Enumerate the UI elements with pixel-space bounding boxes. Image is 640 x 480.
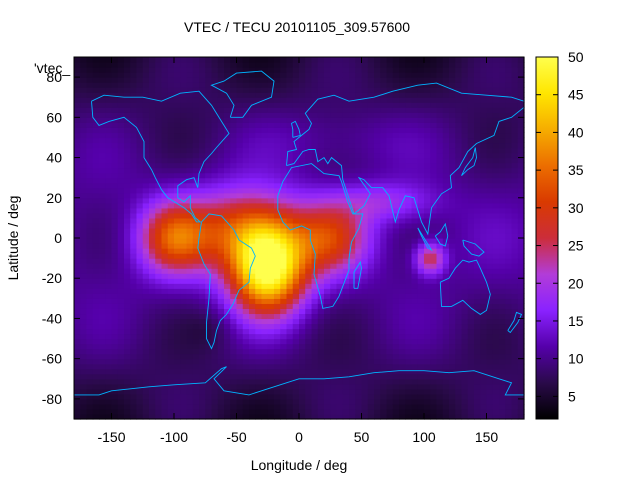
coastline-path <box>434 222 449 247</box>
colorbar <box>535 56 559 420</box>
colorbar-ticks: 5 10 15 20 25 30 35 40 45 50 <box>536 49 584 404</box>
coastline-path <box>277 163 364 309</box>
y-tick-label: -80 <box>42 391 62 407</box>
colorbar-tick-label: 30 <box>568 200 584 216</box>
coastline-path <box>353 260 362 289</box>
y-tick-label: 0 <box>54 230 62 246</box>
y-tick-label: -60 <box>42 351 62 367</box>
y-tick-label: 40 <box>46 150 62 166</box>
coastline-path <box>417 227 433 252</box>
coastline-path <box>210 70 275 118</box>
colorbar-tick-label: 25 <box>568 238 584 254</box>
coastlines <box>74 70 525 396</box>
colorbar-tick-label: 50 <box>568 49 584 65</box>
x-tick-label: 0 <box>295 429 303 445</box>
heatmap <box>74 57 525 420</box>
coastline-path <box>461 147 477 177</box>
x-tick-label: -50 <box>226 429 246 445</box>
x-tick-label: -100 <box>160 429 188 445</box>
colorbar-tick-label: 45 <box>568 87 584 103</box>
legend-entry: 'vtec_ <box>34 60 70 76</box>
colorbar-tick-label: 35 <box>568 162 584 178</box>
colorbar-tick-label: 40 <box>568 124 584 140</box>
coastline-path <box>439 259 491 315</box>
y-axis-label: Latitude / deg <box>5 196 21 281</box>
y-tick-label: 60 <box>46 109 62 125</box>
x-tick-label: 100 <box>412 429 436 445</box>
x-tick-label: 50 <box>354 429 370 445</box>
coastline-path <box>290 120 301 138</box>
colorbar-tick-label: 10 <box>568 351 584 367</box>
coastline-path <box>462 239 485 257</box>
colorbar-tick-label: 20 <box>568 275 584 291</box>
y-axis: -80 -60 -40 -20 0 20 40 60 80 <box>42 69 524 407</box>
coastline-path <box>286 82 525 236</box>
x-tick-label: -150 <box>97 429 125 445</box>
y-tick-label: -20 <box>42 270 62 286</box>
colorbar-tick-label: 5 <box>568 388 576 404</box>
coastline-path <box>507 311 523 334</box>
x-tick-label: 150 <box>475 429 499 445</box>
colorbar-tick-label: 15 <box>568 313 584 329</box>
y-tick-label: 80 <box>46 69 62 85</box>
x-axis-label: Longitude / deg <box>251 457 348 473</box>
y-tick-label: -40 <box>42 310 62 326</box>
coastline-path <box>74 366 524 396</box>
x-axis: -150 -100 -50 0 50 100 150 <box>97 57 498 445</box>
coastline-path <box>91 90 230 223</box>
coastline-path <box>197 213 256 350</box>
chart-title: VTEC / TECU 20101105_309.57600 <box>184 19 410 35</box>
y-tick-label: 20 <box>46 190 62 206</box>
